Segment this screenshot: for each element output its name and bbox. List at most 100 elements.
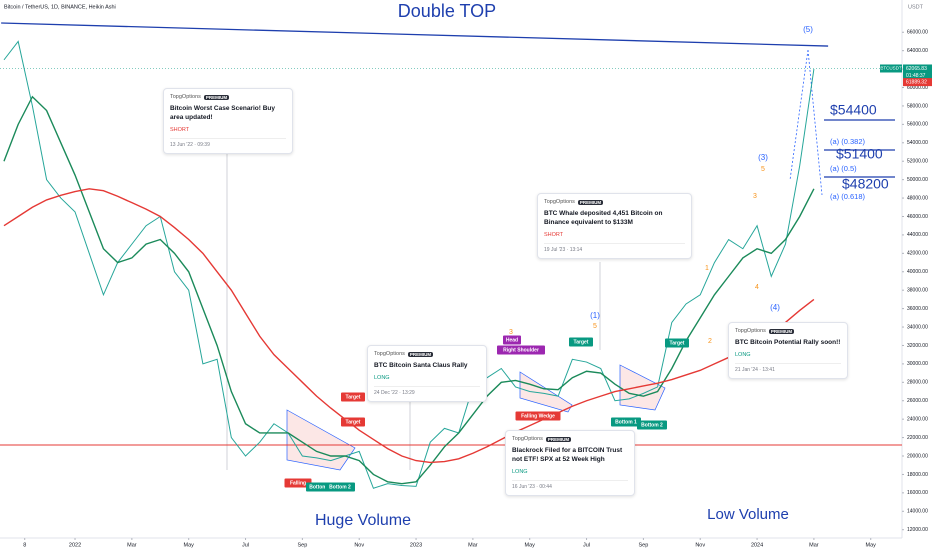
idea-title: Bitcoin Worst Case Scenario! Buy area up… xyxy=(170,105,275,121)
x-tick-label: Mar xyxy=(809,542,819,548)
idea-date: 13 Jun '22 · 09:39 xyxy=(170,137,286,148)
y-tick-label: 50000.00 xyxy=(907,177,928,183)
y-tick-label: 34000.00 xyxy=(907,324,928,330)
y-tick-label: 30000.00 xyxy=(907,361,928,367)
pattern-label: Target xyxy=(670,340,685,346)
pattern-label-bg xyxy=(306,482,330,492)
annotation: $48200 xyxy=(842,176,889,192)
pattern-label-bg xyxy=(515,411,561,421)
y-tick-label: 12000.00 xyxy=(907,527,928,533)
x-tick-label: Mar xyxy=(127,542,137,548)
idea-direction: SHORT xyxy=(544,231,564,238)
wave-label: 3 xyxy=(509,329,513,336)
pattern-label: Target xyxy=(574,339,589,345)
annotation: $54400 xyxy=(830,102,877,118)
x-tick-label: May xyxy=(525,542,536,548)
idea-title: BTC Whale deposited 4,451 Bitcoin on Bin… xyxy=(544,210,663,226)
x-tick-label: Jul xyxy=(242,542,249,548)
y-tick-label: 20000.00 xyxy=(907,453,928,459)
wave-label: (4) xyxy=(770,303,780,312)
idea-header: TopgOptions PREMIUM xyxy=(374,351,480,357)
y-tick-label: 18000.00 xyxy=(907,472,928,478)
annotation: Low Volume xyxy=(707,506,789,523)
idea-badge: PREMIUM xyxy=(577,199,604,205)
y-tick-label: 52000.00 xyxy=(907,159,928,165)
idea-badge: PREMIUM xyxy=(545,436,572,442)
price-tag-bg xyxy=(903,64,932,80)
price-tag: 62065.83 xyxy=(906,66,927,72)
idea-card[interactable]: TopgOptions PREMIUM Blackrock Filed for a … xyxy=(505,430,635,496)
wedge xyxy=(519,371,573,413)
x-tick-label: May xyxy=(866,542,877,548)
wave-label: 4 xyxy=(755,284,759,291)
y-tick-label: 54000.00 xyxy=(907,140,928,146)
wave-label: (3) xyxy=(758,153,768,162)
pattern-label-bg xyxy=(284,478,312,488)
idea-card[interactable]: TopgOptions PREMIUM BTC Bitcoin Potential … xyxy=(728,322,848,379)
y-tick-label: 40000.00 xyxy=(907,269,928,275)
annotation: Huge Volume xyxy=(315,512,411,529)
idea-badge: PREMIUM xyxy=(203,94,230,100)
y-tick-label: 36000.00 xyxy=(907,306,928,312)
y-tick-label: 46000.00 xyxy=(907,214,928,220)
x-tick-label: 2024 xyxy=(751,542,763,548)
y-tick-label: 42000.00 xyxy=(907,251,928,257)
idea-direction: LONG xyxy=(735,351,751,358)
idea-card[interactable]: TopgOptions PREMIUM BTC Bitcoin Santa Clau… xyxy=(367,345,487,402)
pattern-label: Head xyxy=(506,337,518,343)
x-tick-label: May xyxy=(184,542,195,548)
x-tick-label: Sep xyxy=(297,542,307,548)
wave-label: (1) xyxy=(590,311,600,320)
moving-average xyxy=(3,95,815,485)
y-tick-label: 28000.00 xyxy=(907,380,928,386)
x-tick-label: Nov xyxy=(354,542,364,548)
pattern-label-bg xyxy=(637,420,667,430)
pattern-label-bg xyxy=(503,335,521,345)
annotation: $51400 xyxy=(836,146,883,162)
x-tick-label: Jul xyxy=(583,542,590,548)
moving-average xyxy=(3,188,815,464)
pattern-label-bg xyxy=(341,417,365,427)
y-tick-label: 26000.00 xyxy=(907,398,928,404)
annotation: (a) (0.382) xyxy=(830,137,866,146)
projection xyxy=(807,49,823,196)
pattern-label-bg xyxy=(569,337,593,347)
idea-title: BTC Bitcoin Potential Rally soon!! xyxy=(735,339,841,346)
wave-label: 1 xyxy=(705,265,709,272)
projection xyxy=(789,49,809,181)
wave-label: 3 xyxy=(753,193,757,200)
pattern-label-bg xyxy=(665,338,689,348)
pattern-label-bg xyxy=(611,417,641,427)
idea-card[interactable]: TopgOptions PREMIUM Bitcoin Worst Case Sce… xyxy=(163,88,293,154)
countdown: 01:48:37 xyxy=(906,73,926,79)
idea-badge: PREMIUM xyxy=(407,351,434,357)
pattern-label-bg xyxy=(325,482,355,492)
wave-label: 2 xyxy=(708,338,712,345)
idea-header: TopgOptions PREMIUM xyxy=(170,94,286,100)
x-tick-label: 2023 xyxy=(410,542,422,548)
annotation: Double TOP xyxy=(398,1,496,21)
idea-header: TopgOptions PREMIUM xyxy=(735,328,841,334)
pattern-label: Right Shoulder xyxy=(503,347,539,353)
pattern-label: Bottom 2 xyxy=(329,484,351,490)
wedge xyxy=(286,409,356,471)
y-tick-label: 24000.00 xyxy=(907,416,928,422)
idea-header: TopgOptions PREMIUM xyxy=(512,436,628,442)
chart-title: Bitcoin / TetherUS, 1D, BINANCE, Heikin … xyxy=(4,4,116,10)
x-tick-label: 2022 xyxy=(69,542,81,548)
pattern-label: Target xyxy=(346,394,361,400)
idea-card[interactable]: TopgOptions PREMIUM BTC Whale deposited 4,… xyxy=(537,193,692,259)
annotation: (a) (0.5) xyxy=(830,164,857,173)
idea-date: 21 Jan '24 · 13:41 xyxy=(735,362,841,373)
idea-badge: PREMIUM xyxy=(768,328,795,334)
idea-date: 16 Jun '23 · 00:44 xyxy=(512,479,628,490)
x-tick-label: Sep xyxy=(638,542,648,548)
annotation: (a) (0.618) xyxy=(830,192,866,201)
idea-author: TopgOptions xyxy=(170,94,201,100)
pattern-label: Target xyxy=(346,419,361,425)
idea-title: BTC Bitcoin Santa Claus Rally xyxy=(374,362,468,369)
y-tick-label: 48000.00 xyxy=(907,195,928,201)
